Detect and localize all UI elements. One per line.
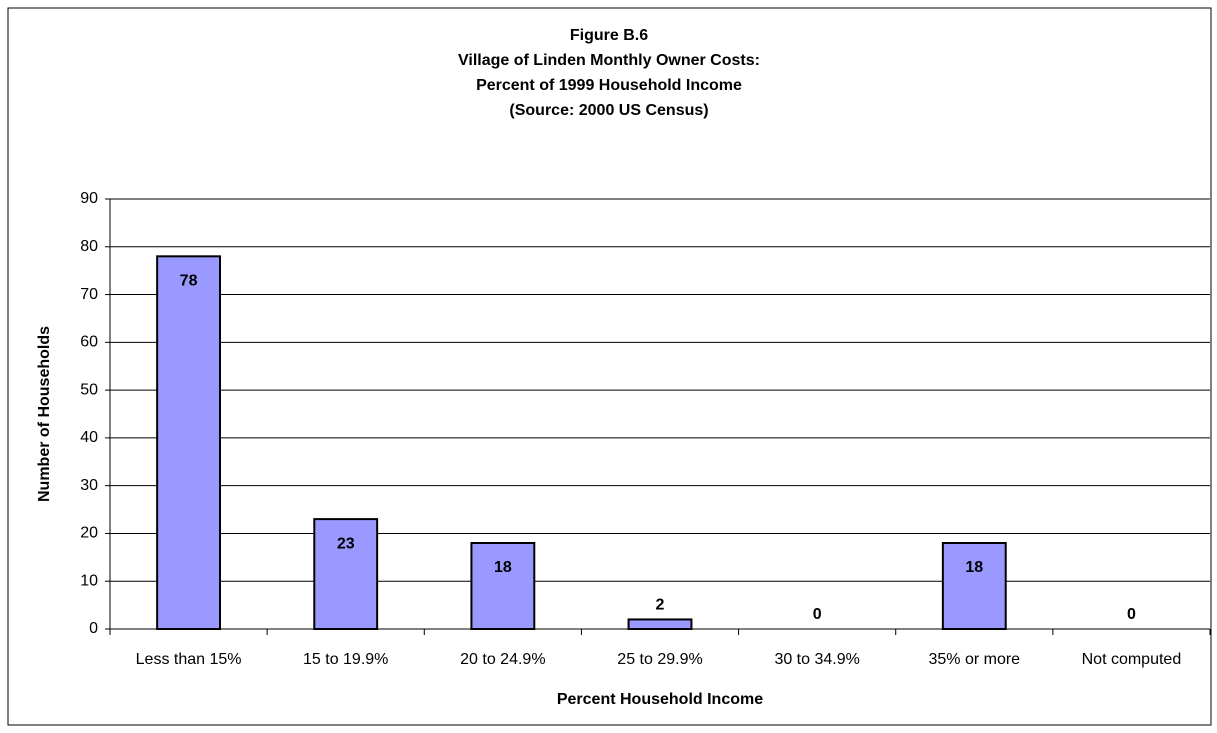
y-tick-label: 90 bbox=[80, 190, 98, 207]
y-tick-label: 50 bbox=[80, 381, 98, 398]
x-tick-label: Not computed bbox=[1082, 651, 1182, 668]
x-tick-label: 30 to 34.9% bbox=[774, 651, 859, 668]
y-tick-label: 0 bbox=[89, 620, 98, 637]
data-label: 18 bbox=[965, 559, 983, 576]
data-label: 18 bbox=[494, 559, 512, 576]
bar bbox=[313, 518, 379, 630]
data-label: 78 bbox=[180, 273, 198, 290]
x-tick-label: Less than 15% bbox=[136, 651, 242, 668]
data-label: 2 bbox=[656, 597, 665, 614]
y-tick-label: 40 bbox=[80, 429, 98, 446]
chart-title: Village of Linden Monthly Owner Costs: bbox=[458, 52, 760, 69]
bar bbox=[941, 542, 1007, 630]
bar bbox=[156, 255, 221, 630]
x-tick-label: 15 to 19.9% bbox=[303, 651, 388, 668]
y-tick-label: 60 bbox=[80, 334, 98, 351]
chart-title: (Source: 2000 US Census) bbox=[509, 102, 708, 119]
y-tick-label: 70 bbox=[80, 286, 98, 303]
y-tick-label: 10 bbox=[80, 572, 98, 589]
x-tick-label: 35% or more bbox=[928, 651, 1020, 668]
data-label: 0 bbox=[1127, 606, 1136, 623]
x-axis-label: Percent Household Income bbox=[557, 691, 763, 708]
bar bbox=[627, 618, 693, 631]
x-tick-label: 20 to 24.9% bbox=[460, 651, 545, 668]
y-axis-label: Number of Households bbox=[36, 326, 53, 502]
data-label: 0 bbox=[813, 606, 822, 623]
x-tick-label: 25 to 29.9% bbox=[617, 651, 702, 668]
chart-title: Figure B.6 bbox=[570, 27, 648, 44]
data-label: 23 bbox=[337, 535, 355, 552]
y-tick-label: 20 bbox=[80, 525, 98, 542]
chart-title: Percent of 1999 Household Income bbox=[476, 77, 742, 94]
y-tick-label: 80 bbox=[80, 238, 98, 255]
y-tick-label: 30 bbox=[80, 477, 98, 494]
bar bbox=[470, 542, 536, 630]
